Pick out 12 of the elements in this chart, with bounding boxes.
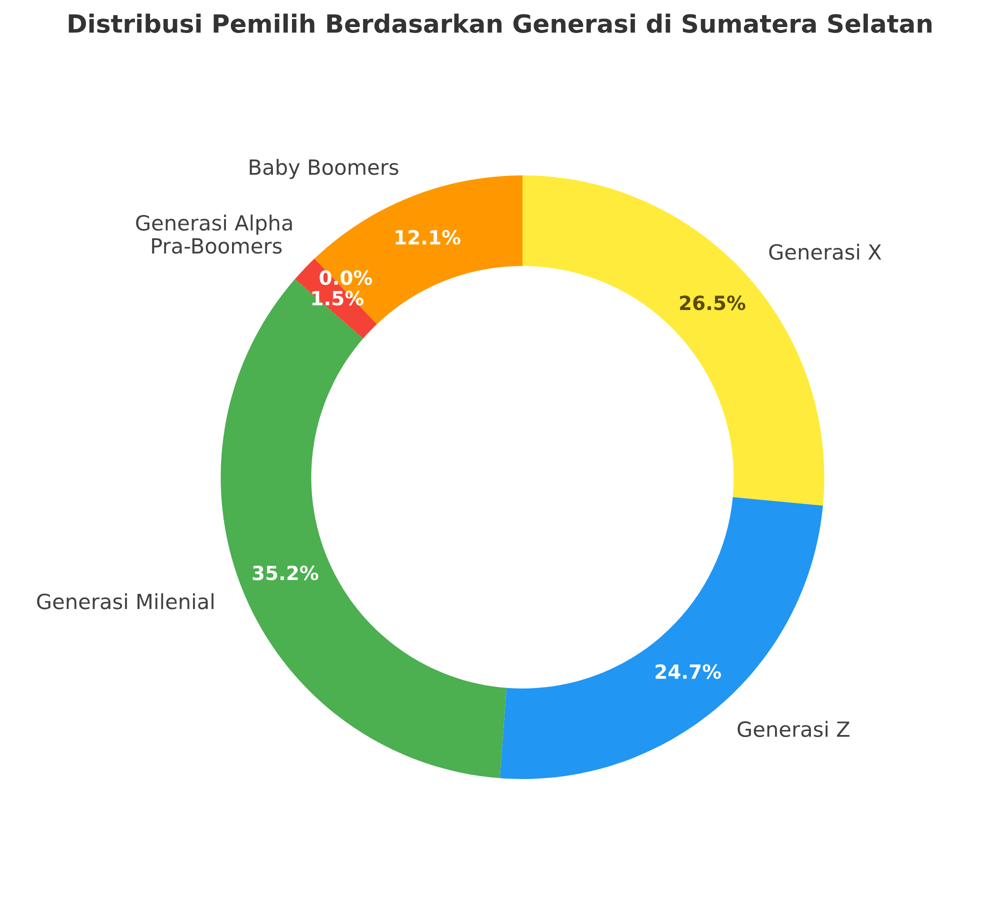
data-label: 12.1% — [396, 230, 460, 245]
slice-label: Generasi Milenial — [37, 593, 214, 610]
category-label: Generasi Alpha — [136, 214, 292, 235]
slice-label: Pra-Boomers — [152, 238, 282, 254]
chart-title: Distribusi Pemilih Berdasarkan Generasi di Sumatera Selatan — [68, 14, 932, 33]
data-label: 24.7% — [656, 664, 721, 679]
data-label: 26.5% — [680, 296, 746, 310]
slice-label: Baby Boomers — [250, 158, 398, 180]
slice-label: Generasi X — [769, 244, 882, 260]
text: 0.0% — [320, 270, 372, 285]
slice-label: Generasi Z — [738, 720, 850, 738]
data-label: 35.2% — [252, 566, 318, 580]
